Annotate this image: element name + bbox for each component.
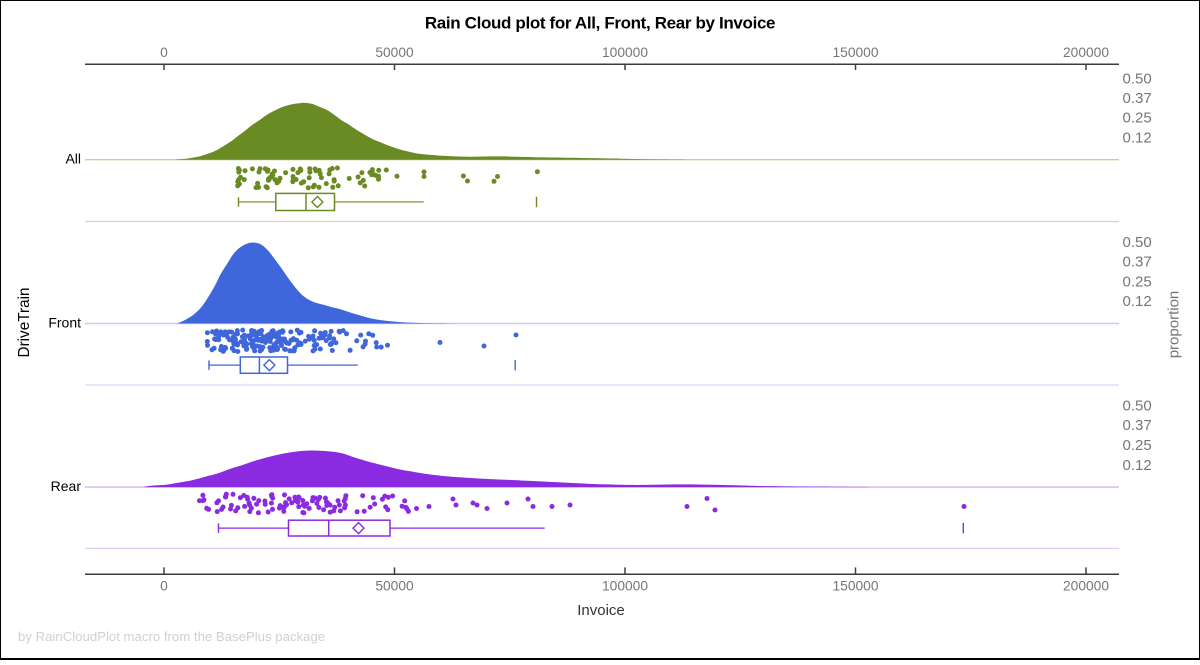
svg-text:100000: 100000 xyxy=(602,45,648,60)
svg-text:0.25: 0.25 xyxy=(1123,273,1152,290)
svg-text:150000: 150000 xyxy=(832,45,878,60)
svg-text:50000: 50000 xyxy=(375,45,414,60)
svg-text:by RainCloudPlot macro from th: by RainCloudPlot macro from the BasePlus… xyxy=(18,629,325,644)
svg-text:150000: 150000 xyxy=(832,579,878,594)
svg-text:Rain Cloud plot for All, Front: Rain Cloud plot for All, Front, Rear by … xyxy=(425,14,775,33)
svg-text:0.25: 0.25 xyxy=(1123,437,1152,454)
svg-text:0.50: 0.50 xyxy=(1123,70,1152,87)
svg-text:Rear: Rear xyxy=(51,478,82,494)
svg-text:100000: 100000 xyxy=(602,579,648,594)
svg-text:0.25: 0.25 xyxy=(1123,110,1152,127)
svg-text:0.12: 0.12 xyxy=(1123,129,1152,146)
svg-text:200000: 200000 xyxy=(1063,45,1109,60)
svg-text:0.37: 0.37 xyxy=(1123,417,1152,434)
svg-text:50000: 50000 xyxy=(375,579,414,594)
svg-text:Front: Front xyxy=(48,315,81,331)
svg-text:0.50: 0.50 xyxy=(1123,398,1152,415)
svg-text:0: 0 xyxy=(160,45,168,60)
svg-text:All: All xyxy=(65,151,81,167)
svg-text:0.37: 0.37 xyxy=(1123,254,1152,271)
svg-text:Invoice: Invoice xyxy=(577,602,625,619)
svg-text:proportion: proportion xyxy=(1166,291,1183,359)
svg-text:200000: 200000 xyxy=(1063,579,1109,594)
svg-text:0.12: 0.12 xyxy=(1123,293,1152,310)
svg-text:DriveTrain: DriveTrain xyxy=(16,288,33,358)
svg-text:0.50: 0.50 xyxy=(1123,234,1152,251)
svg-text:0.37: 0.37 xyxy=(1123,90,1152,107)
svg-text:0: 0 xyxy=(160,579,168,594)
svg-text:0.12: 0.12 xyxy=(1123,457,1152,474)
